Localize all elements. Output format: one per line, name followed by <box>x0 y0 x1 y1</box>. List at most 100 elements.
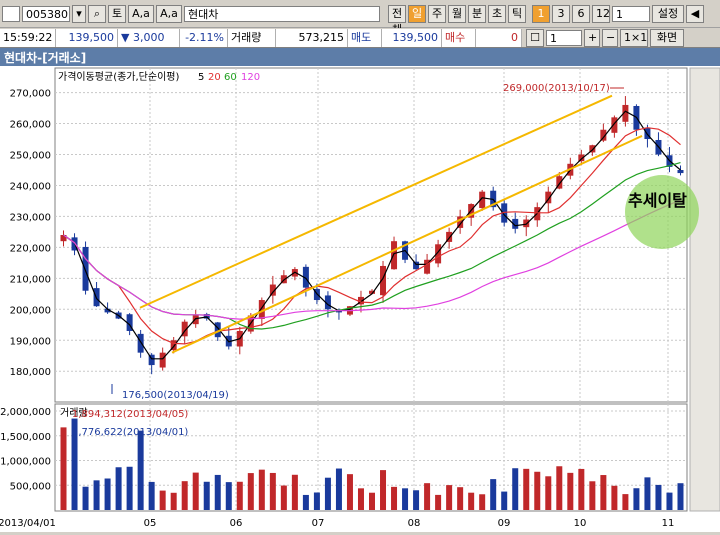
period-button-1[interactable]: 일 <box>408 4 426 23</box>
prev-arrow-icon[interactable]: ◀ <box>686 4 704 23</box>
date-axis <box>0 512 720 532</box>
volume-bar <box>104 478 111 510</box>
code-dropdown-button[interactable]: ▾ <box>72 4 86 23</box>
volume-bar <box>236 481 243 510</box>
right-scroll-strip[interactable] <box>689 67 720 512</box>
period-button-4[interactable]: 분 <box>468 4 486 23</box>
minus-button[interactable]: − <box>602 28 618 47</box>
candle-body <box>137 333 144 353</box>
tool-button-3[interactable]: A,a <box>156 4 182 23</box>
price-tick-label: 190,000 <box>10 336 51 347</box>
ratio-button[interactable]: 1×1 <box>620 28 648 47</box>
tool-button-2[interactable]: A,a <box>128 4 154 23</box>
price-axis-area <box>0 66 54 532</box>
price-panel <box>54 67 688 403</box>
date-tick-label: 2013/04/01 <box>0 518 56 529</box>
interval-button-2[interactable]: 6 <box>572 4 590 23</box>
volume-second-annotation: 1,776,622(2013/04/01) <box>72 427 188 438</box>
volume-bar <box>677 483 684 510</box>
candle-body <box>512 218 519 229</box>
volume-bar <box>655 484 662 510</box>
settings-button[interactable]: 설정 <box>652 4 684 23</box>
period-button-5[interactable]: 초 <box>488 4 506 23</box>
volume-tick-label: 1,000,000 <box>0 457 51 468</box>
top-toolbar: 005380 ▾ ⌕ 토 A,a A,a 현대차 전체일주월분초틱 13612 … <box>0 0 720 36</box>
interval-button-3[interactable]: 12 <box>592 4 610 23</box>
candle-body <box>192 315 199 325</box>
volume-bar <box>380 470 387 510</box>
period-button-0[interactable]: 전체 <box>388 4 406 36</box>
volume-tick-label: 2,000,000 <box>0 407 51 418</box>
price-tick-label: 230,000 <box>10 212 51 223</box>
price-tick-label: 260,000 <box>10 120 51 131</box>
price-tick-label: 220,000 <box>10 243 51 254</box>
screen-button[interactable]: 화면 <box>650 28 684 47</box>
candle-body <box>611 117 618 133</box>
candle-body <box>622 104 629 122</box>
date-tick-label: 05 <box>144 518 157 529</box>
volume-bar <box>335 468 342 510</box>
candle-body <box>302 266 309 288</box>
candle-body <box>357 296 364 305</box>
low-annotation: 176,500(2013/04/19) <box>122 390 229 401</box>
ma20-line <box>63 127 681 345</box>
sell-price: 139,500 <box>382 28 442 47</box>
volume-bar <box>600 475 607 510</box>
channel-lower-line <box>171 135 643 354</box>
period-button-3[interactable]: 월 <box>448 4 466 23</box>
volume-bar <box>556 466 563 510</box>
period-buttons: 전체일주월분초틱 <box>386 4 526 36</box>
period-button-2[interactable]: 주 <box>428 4 446 23</box>
volume-bar <box>269 472 276 510</box>
interval-button-0[interactable]: 1 <box>532 4 550 23</box>
volume-bar <box>534 471 541 510</box>
volume-bar <box>644 477 651 510</box>
chart-svg: 270,000 260,000 250,000 240,000 230,000 220,0… <box>0 66 720 532</box>
candle-body <box>677 170 684 174</box>
candle-body <box>148 354 155 366</box>
candle-body <box>589 145 596 153</box>
volume-bar <box>666 492 673 510</box>
price-tick-label: 180,000 <box>10 367 51 378</box>
plus-button[interactable]: + <box>584 28 600 47</box>
volume-bar <box>115 467 122 510</box>
volume-bar <box>225 482 232 510</box>
volume-bar <box>413 490 420 510</box>
legend-ma60: 60 <box>224 72 237 83</box>
volume-bar <box>159 490 166 510</box>
volume-bar <box>258 469 265 510</box>
checkbox-icon[interactable]: ☐ <box>526 28 544 47</box>
candle-body <box>424 259 431 274</box>
volume-bar <box>324 477 331 510</box>
volume-bar <box>302 494 309 510</box>
tool-button-1[interactable]: 토 <box>108 4 126 23</box>
stock-chart[interactable]: 270,000 260,000 250,000 240,000 230,000 220,0… <box>0 66 720 532</box>
search-icon[interactable]: ⌕ <box>88 4 106 23</box>
candle-body <box>60 235 67 242</box>
change-percent: -2.11% <box>180 28 228 47</box>
period-button-6[interactable]: 틱 <box>508 4 526 23</box>
candle-body <box>126 314 133 331</box>
moving-average-lines <box>63 110 681 360</box>
volume-bar <box>567 472 574 510</box>
volume-bar <box>192 472 199 510</box>
chart-title-bar: 현대차-[거래소] <box>0 48 720 66</box>
volume-tick-label: 500,000 <box>10 481 51 492</box>
date-tick-label: 09 <box>498 518 511 529</box>
candle-body <box>159 352 166 368</box>
volume-bar <box>357 488 364 510</box>
quote-bar: 15:59:22 139,500 ▼ 3,000 -2.11% 거래량 573,… <box>0 28 720 48</box>
price-tick-label: 210,000 <box>10 274 51 285</box>
volume-bar <box>126 466 133 510</box>
volume-bar <box>93 480 100 510</box>
volume-bar <box>391 486 398 510</box>
interval-button-1[interactable]: 3 <box>552 4 570 23</box>
stock-code-input[interactable]: 005380 <box>22 5 70 22</box>
legend-ma5: 5 <box>198 72 204 83</box>
interval-input[interactable]: 1 <box>612 5 650 22</box>
ma5-line <box>63 110 681 360</box>
code-lookup-button[interactable] <box>2 5 20 22</box>
count-input[interactable]: 1 <box>546 29 582 46</box>
candle-body <box>181 321 188 337</box>
volume-bar <box>490 479 497 510</box>
